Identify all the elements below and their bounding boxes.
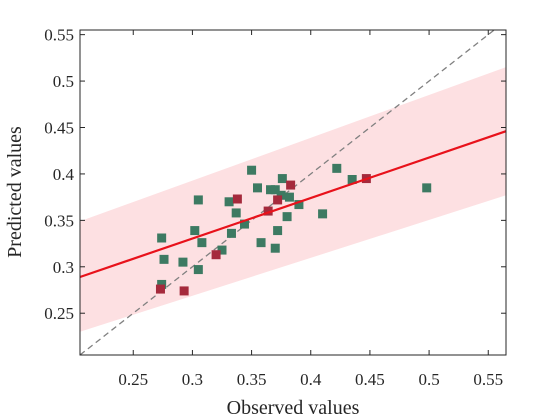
y-tick-label: 0.25 [44, 304, 74, 323]
data-point-green [332, 163, 342, 173]
x-tick-label: 0.3 [182, 370, 203, 389]
y-axis-ticks: 0.25 0.3 0.35 0.4 0.45 0.5 0.55 [44, 26, 506, 323]
x-tick-label: 0.45 [355, 370, 385, 389]
data-point-green [193, 195, 203, 205]
y-tick-label: 0.55 [44, 26, 74, 45]
x-tick-label: 0.55 [473, 370, 503, 389]
data-point-green [318, 209, 328, 219]
data-point-green [270, 243, 280, 253]
x-tick-label: 0.4 [300, 370, 322, 389]
x-axis-title: Observed values [227, 397, 360, 419]
data-point-green [266, 185, 276, 195]
data-point-green [270, 185, 280, 195]
y-tick-label: 0.5 [53, 72, 74, 91]
identity-reference-line [80, 30, 495, 355]
data-point-green [159, 254, 169, 264]
y-tick-label: 0.35 [44, 211, 74, 230]
y-tick-label: 0.3 [53, 258, 74, 277]
data-point-green [157, 233, 167, 243]
regression-fit-line [80, 130, 506, 279]
plot-frame [79, 29, 507, 356]
data-point-red [232, 194, 242, 204]
data-point-green [239, 219, 249, 229]
data-point-green [256, 238, 266, 248]
x-tick-label: 0.5 [418, 370, 439, 389]
data-point-green [190, 226, 200, 236]
data-point-green [193, 265, 203, 275]
y-tick-label: 0.45 [44, 119, 74, 138]
x-tick-label: 0.25 [118, 370, 148, 389]
y-tick-label: 0.4 [53, 165, 75, 184]
data-point-green [224, 197, 234, 207]
data-point-green [197, 238, 207, 248]
data-point-red [263, 206, 273, 216]
data-point-green [157, 279, 167, 289]
data-point-green [422, 183, 432, 193]
data-point-green [347, 175, 357, 184]
x-tick-label: 0.35 [237, 370, 267, 389]
data-point-red [286, 180, 296, 190]
data-point-green [276, 190, 286, 200]
data-point-green [273, 226, 283, 236]
data-point-green [282, 212, 292, 222]
data-point-green [253, 183, 262, 193]
data-point-red [273, 195, 283, 205]
data-point-green [217, 245, 227, 255]
data-point-green [178, 257, 188, 267]
data-point-green [231, 208, 241, 218]
x-axis-ticks: 0.25 0.3 0.35 0.4 0.45 0.5 0.55 [118, 30, 503, 389]
data-point-green [226, 228, 236, 238]
data-point-green [277, 174, 287, 184]
data-point-green [247, 165, 257, 175]
data-point-green [284, 192, 294, 202]
y-axis-title: Predicted values [4, 126, 26, 258]
data-point-red [155, 284, 165, 294]
data-point-red [211, 250, 221, 260]
data-point-green [294, 200, 304, 210]
data-point-red [179, 286, 189, 296]
